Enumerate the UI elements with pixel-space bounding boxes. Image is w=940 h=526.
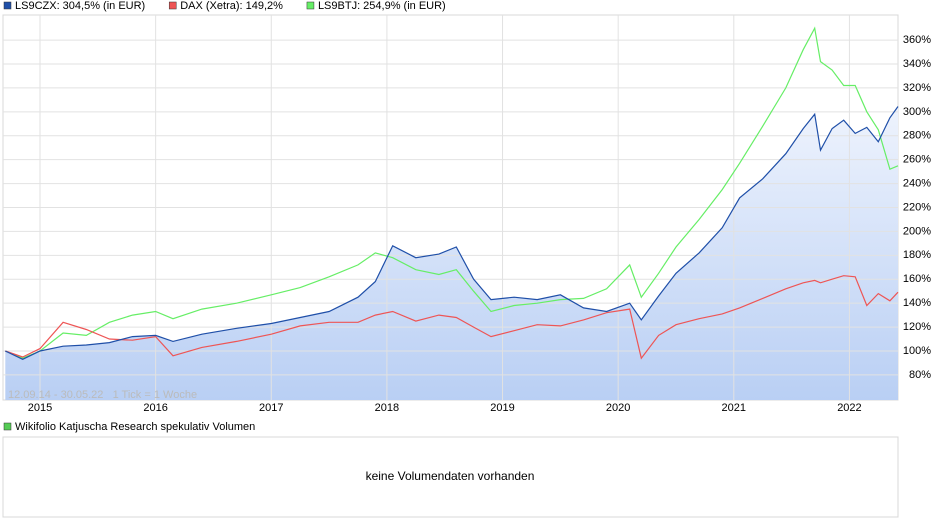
- y-tick-label: 240%: [903, 177, 931, 189]
- plot: 80% 100% 120% 140% 160% 180% 200% 220% 240% 260% 2…: [3, 15, 931, 414]
- x-tick-label: 2018: [375, 402, 399, 414]
- y-tick-label: 360%: [903, 34, 931, 46]
- y-tick-label: 140%: [903, 297, 931, 309]
- legend-swatch: [306, 1, 315, 10]
- volume-panel: [2, 436, 899, 518]
- series-line: [5, 275, 899, 360]
- legend-label: LS9BTJ: 254,9% (in EUR): [318, 0, 446, 12]
- series-line: [5, 106, 899, 360]
- y-tick-label: 220%: [903, 201, 931, 213]
- x-tick-label: 2016: [143, 402, 167, 414]
- x-tick-label: 2020: [606, 402, 630, 414]
- annotation: 12.09.14 - 30.05.22 1 Tick = 1 Woche: [8, 389, 197, 401]
- x-tick-label: 2015: [28, 402, 52, 414]
- legend: LS9CZX: 304,5% (in EUR) DAX (Xetra): 149,…: [3, 0, 446, 12]
- y-tick-label: 120%: [903, 321, 931, 333]
- y-tick-label: 260%: [903, 154, 931, 166]
- legend-label: LS9CZX: 304,5% (in EUR): [15, 0, 145, 12]
- x-tick-label: 2019: [490, 402, 514, 414]
- y-tick-label: 320%: [903, 82, 931, 94]
- y-tick-label: 100%: [903, 345, 931, 357]
- x-tick-label: 2022: [837, 402, 861, 414]
- legend-label: DAX (Xetra): 149,2%: [180, 0, 283, 12]
- y-tick-label: 300%: [903, 106, 931, 118]
- legend-swatch: [168, 1, 177, 10]
- legend-swatch: [3, 1, 12, 10]
- y-tick-label: 160%: [903, 273, 931, 285]
- volume-legend-swatch: [3, 422, 12, 431]
- volume-message: keine Volumendaten vorhanden: [366, 469, 535, 483]
- volume-legend: Wikifolio Katjuscha Research spekulativ …: [15, 421, 255, 433]
- series-line: [5, 26, 899, 359]
- y-tick-label: 280%: [903, 130, 931, 142]
- x-tick-label: 2021: [722, 402, 746, 414]
- x-tick-label: 2017: [259, 402, 283, 414]
- y-tick-label: 80%: [909, 369, 931, 381]
- y-tick-label: 180%: [903, 249, 931, 261]
- y-tick-label: 200%: [903, 225, 931, 237]
- y-tick-label: 340%: [903, 58, 931, 70]
